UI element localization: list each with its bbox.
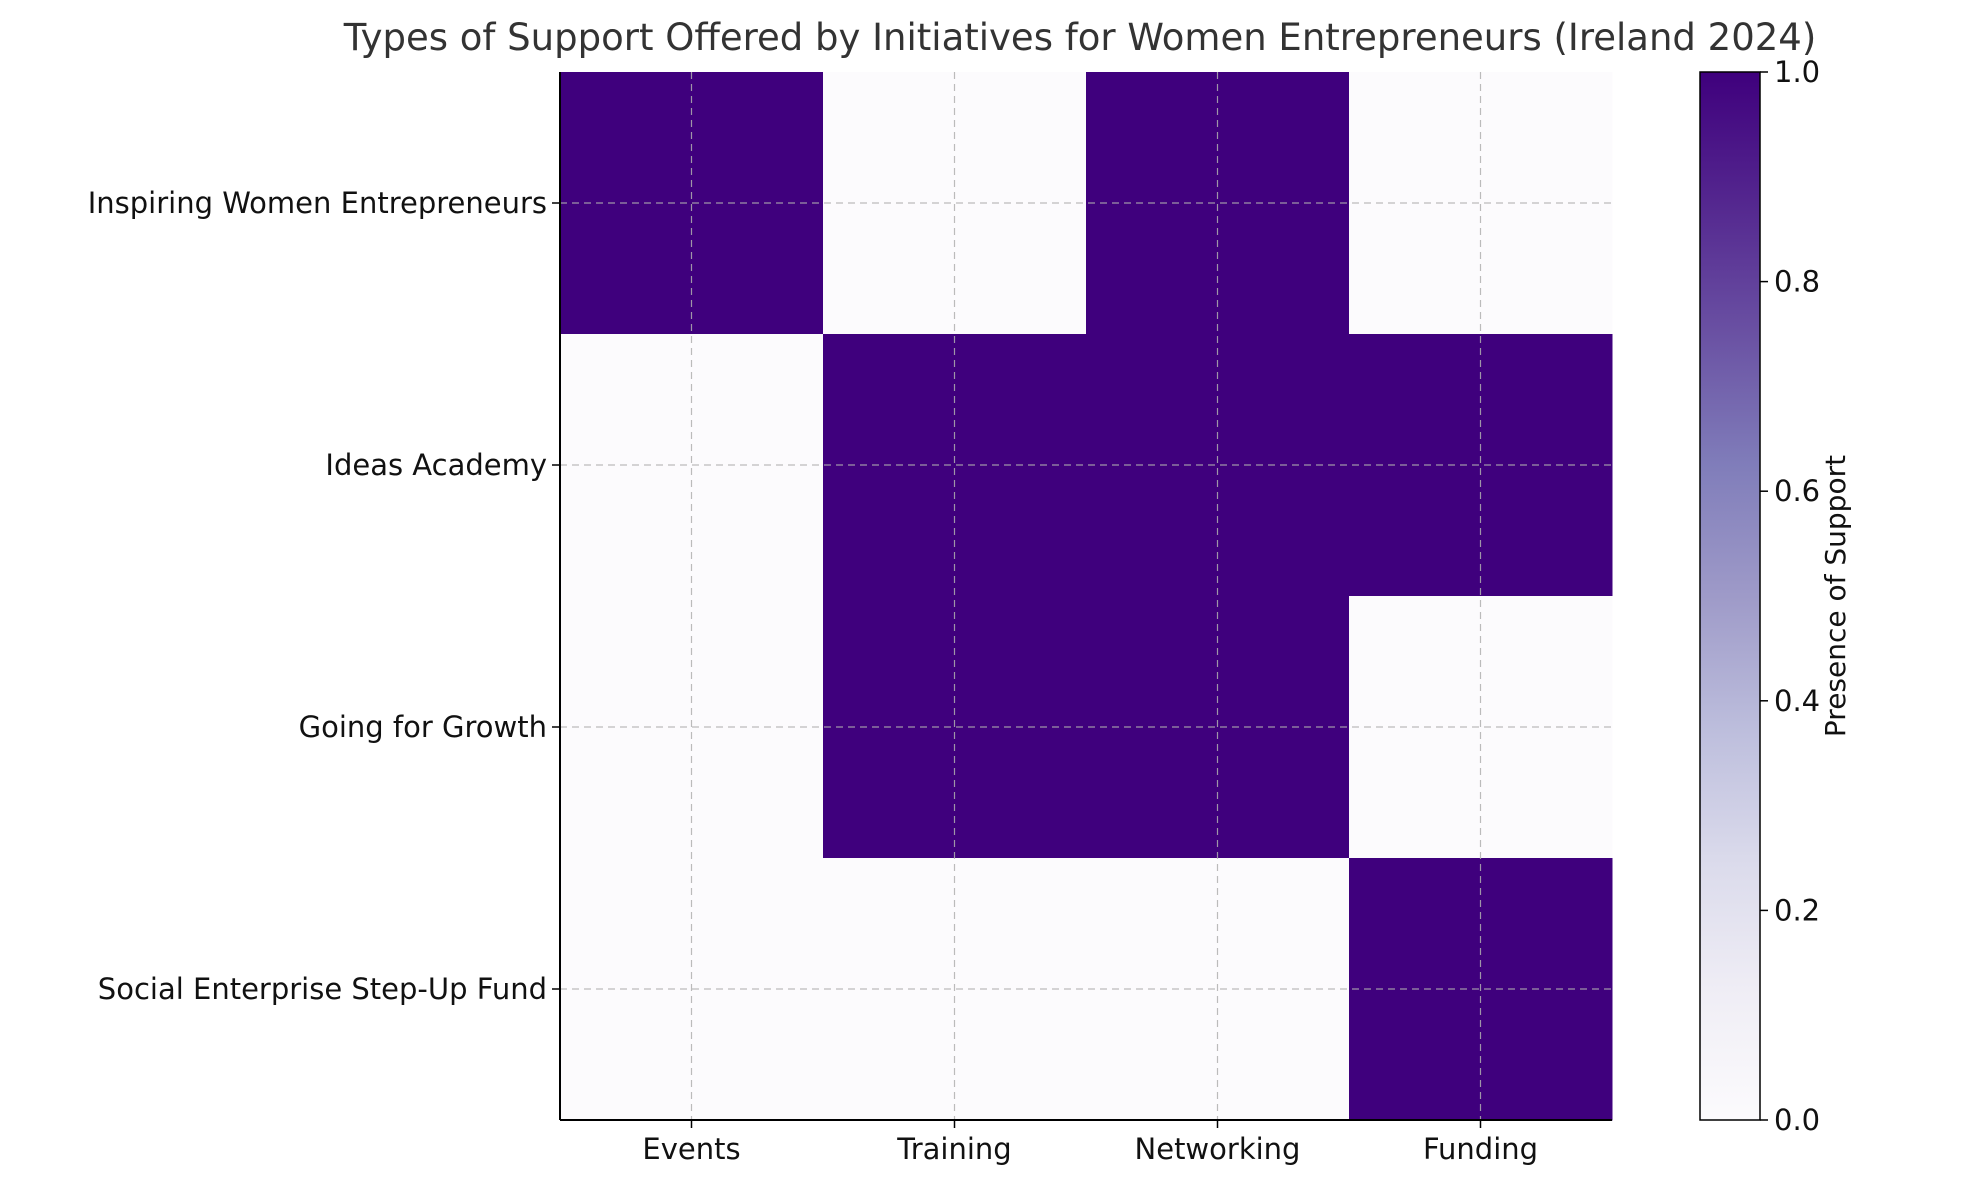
x-tick-label: Funding bbox=[1423, 1132, 1538, 1166]
x-axis-ticks: Events Training Networking Funding bbox=[642, 1120, 1538, 1166]
colorbar-label: Presence of Support bbox=[1819, 455, 1852, 737]
y-axis-ticks: Inspiring Women Entrepreneurs Ideas Acade… bbox=[88, 186, 560, 1006]
grid-lines bbox=[560, 72, 1612, 1120]
colorbar-tick-label: 1.0 bbox=[1774, 55, 1820, 89]
plot-axes bbox=[559, 72, 1612, 1121]
colorbar-tick-label: 0.6 bbox=[1774, 474, 1820, 508]
colorbar-tick-label: 0.0 bbox=[1774, 1103, 1820, 1137]
x-tick-label: Events bbox=[642, 1132, 740, 1166]
x-tick-label: Training bbox=[896, 1132, 1011, 1166]
chart-title: Types of Support Offered by Initiatives … bbox=[343, 16, 1817, 59]
colorbar-ticks: 0.0 0.2 0.4 0.6 0.8 1.0 bbox=[1760, 55, 1820, 1137]
colorbar-tick-label: 0.4 bbox=[1774, 684, 1820, 718]
colorbar: 0.0 0.2 0.4 0.6 0.8 1.0 Presence of Support bbox=[1699, 55, 1852, 1137]
x-tick-label: Networking bbox=[1135, 1132, 1301, 1166]
colorbar-tick-label: 0.2 bbox=[1774, 893, 1820, 927]
heatmap-cells bbox=[560, 72, 1613, 1121]
y-tick-label: Inspiring Women Entrepreneurs bbox=[88, 186, 547, 220]
colorbar-tick-label: 0.8 bbox=[1774, 265, 1820, 299]
y-tick-label: Ideas Academy bbox=[325, 448, 547, 482]
colorbar-gradient bbox=[1699, 71, 1761, 1121]
y-tick-label: Going for Growth bbox=[299, 710, 547, 744]
y-tick-label: Social Enterprise Step-Up Fund bbox=[98, 972, 547, 1006]
